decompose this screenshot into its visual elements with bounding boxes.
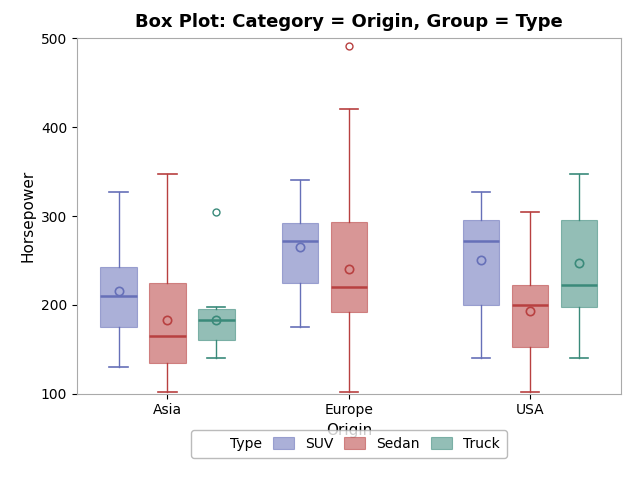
PathPatch shape	[561, 220, 597, 307]
PathPatch shape	[100, 266, 137, 327]
PathPatch shape	[331, 222, 367, 312]
PathPatch shape	[282, 223, 318, 283]
PathPatch shape	[149, 283, 186, 362]
PathPatch shape	[198, 309, 235, 340]
Y-axis label: Horsepower: Horsepower	[20, 170, 35, 262]
Title: Box Plot: Category = Origin, Group = Type: Box Plot: Category = Origin, Group = Typ…	[135, 13, 563, 31]
X-axis label: Origin: Origin	[326, 423, 372, 438]
PathPatch shape	[512, 285, 548, 348]
PathPatch shape	[463, 220, 499, 305]
Legend: Type, SUV, Sedan, Truck: Type, SUV, Sedan, Truck	[191, 430, 507, 458]
